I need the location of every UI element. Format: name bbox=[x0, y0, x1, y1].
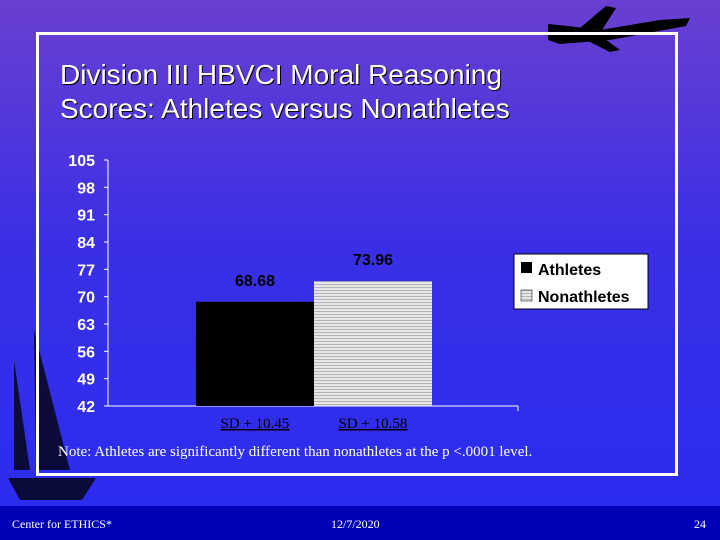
slide-title: Division III HBVCI Moral Reasoning Score… bbox=[60, 58, 660, 126]
title-line-1: Division III HBVCI Moral Reasoning bbox=[60, 59, 502, 90]
y-tick-label: 63 bbox=[77, 317, 95, 334]
bar-athletes bbox=[196, 301, 314, 406]
bar-nonathletes bbox=[314, 281, 432, 406]
title-line-2: Scores: Athletes versus Nonathletes bbox=[60, 93, 510, 124]
data-label: 73.96 bbox=[353, 252, 393, 269]
footer-page-number: 24 bbox=[694, 517, 706, 531]
y-tick-label: 91 bbox=[77, 208, 95, 225]
legend-label-nonathletes: Nonathletes bbox=[538, 289, 630, 306]
y-tick-label: 42 bbox=[77, 399, 95, 416]
y-tick-label: 98 bbox=[77, 180, 95, 197]
y-tick-label: 49 bbox=[77, 372, 95, 389]
slide-frame bbox=[36, 32, 678, 476]
footer-bar: Center for ETHICS* 12/7/2020 24 bbox=[0, 506, 720, 540]
data-label: 68.68 bbox=[235, 273, 275, 290]
footer-date: 12/7/2020 bbox=[331, 517, 380, 531]
legend-label-athletes: Athletes bbox=[538, 262, 601, 279]
footer-organization: Center for ETHICS* bbox=[12, 517, 112, 531]
legend-box bbox=[513, 253, 649, 310]
footnote: Note: Athletes are significantly differe… bbox=[58, 444, 533, 460]
legend-swatch-athletes bbox=[521, 262, 532, 273]
category-label: SD + 10.45 bbox=[221, 416, 290, 432]
y-tick-label: 77 bbox=[77, 262, 95, 279]
y-tick-label: 105 bbox=[68, 153, 95, 170]
legend-swatch-nonathletes bbox=[520, 289, 533, 302]
category-label: SD + 10.58 bbox=[339, 416, 408, 432]
y-tick-label: 56 bbox=[77, 344, 95, 361]
y-tick-label: 84 bbox=[77, 235, 95, 252]
y-tick-label: 70 bbox=[77, 290, 95, 307]
